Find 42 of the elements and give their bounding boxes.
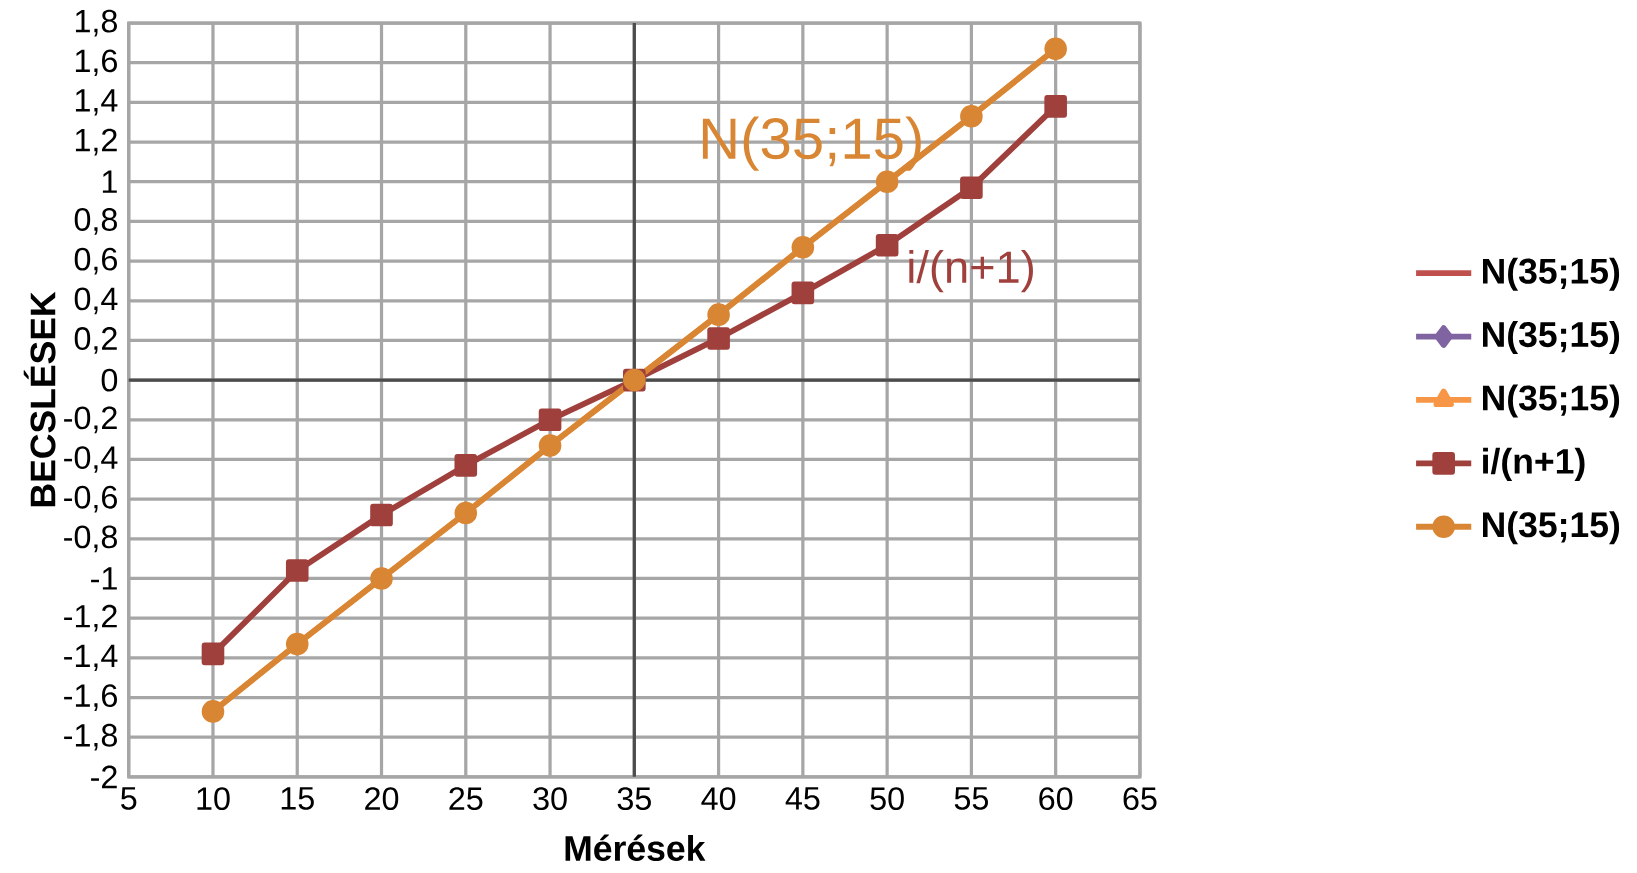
x-tick-label: 35 xyxy=(617,787,651,811)
y-tick-label: 0 xyxy=(101,368,118,392)
y-tick-label: 1 xyxy=(102,170,117,193)
y-tick-label: 1,2 xyxy=(75,128,117,156)
legend-label: N(35;15) xyxy=(1483,321,1620,355)
y-tick-label: 0,4 xyxy=(74,287,118,315)
x-tick-label: 20 xyxy=(365,787,399,811)
annotation: i/(n+1) xyxy=(909,250,1033,293)
x-tick-label: 15 xyxy=(281,787,314,810)
x-tick-label: 10 xyxy=(197,787,230,811)
y-axis-title: BECSLÉSEK xyxy=(23,291,56,507)
x-tick-label: 60 xyxy=(1039,787,1073,811)
y-tick-label: 0,6 xyxy=(74,247,117,275)
x-tick-label: 50 xyxy=(870,787,904,811)
y-tick-label: -1,4 xyxy=(64,644,118,672)
y-tick-label: 1,6 xyxy=(75,49,117,77)
x-tick-label: 40 xyxy=(701,787,736,811)
y-tick-label: -1 xyxy=(91,567,117,590)
legend-label: N(35;15) xyxy=(1483,511,1620,545)
y-tick-label: 1,4 xyxy=(75,89,118,116)
y-tick-label: -1,2 xyxy=(64,604,117,632)
x-tick-label: 30 xyxy=(533,787,567,811)
y-tick-label: -0,6 xyxy=(64,485,117,513)
x-tick-label: 65 xyxy=(1123,787,1157,811)
y-tick-label: -0,4 xyxy=(64,446,118,473)
y-tick-label: -2 xyxy=(91,765,117,789)
y-tick-label: 0,8 xyxy=(74,208,117,235)
x-tick-label: 25 xyxy=(449,787,483,811)
x-axis-title: Mérések xyxy=(565,834,706,862)
x-tick-label: 5 xyxy=(121,787,137,810)
y-tick-label: 0,2 xyxy=(74,327,117,354)
y-tick-label: -0,2 xyxy=(64,406,117,434)
legend-label: i/(n+1) xyxy=(1483,447,1585,481)
x-tick-label: 45 xyxy=(785,787,820,810)
y-tick-label: 1,8 xyxy=(75,9,117,37)
x-tick-label: 55 xyxy=(954,787,989,810)
y-tick-label: -0,8 xyxy=(64,525,117,553)
legend-label: N(35;15) xyxy=(1483,384,1620,418)
y-tick-label: -1,6 xyxy=(64,684,117,711)
y-tick-label: -1,8 xyxy=(64,723,117,751)
legend-label: N(35;15) xyxy=(1483,257,1620,291)
annotation: N(35;15) xyxy=(702,116,921,171)
